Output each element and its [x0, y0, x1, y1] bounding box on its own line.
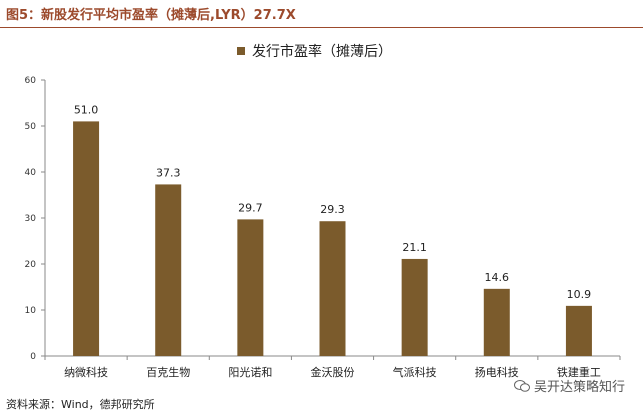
bar — [155, 184, 182, 356]
source-note: 资料来源：Wind，德邦研究所 — [6, 398, 155, 411]
bar — [237, 219, 264, 356]
y-tick-label: 50 — [25, 122, 37, 132]
y-tick-label: 60 — [25, 76, 37, 86]
y-tick-label: 0 — [30, 352, 36, 362]
bars: 51.0 37.3 29.7 29.3 21.1 14.6 10.9 — [73, 103, 592, 357]
y-tick-label: 40 — [25, 168, 37, 178]
legend: 发行市盈率（摊薄后） — [237, 43, 392, 60]
y-axis: 0 10 20 30 40 50 60 — [25, 76, 46, 362]
bar-value-label: 21.1 — [402, 241, 427, 254]
y-tick-label: 10 — [25, 306, 37, 316]
bar-value-label: 10.9 — [567, 288, 592, 301]
bar — [565, 305, 592, 356]
y-tick-label: 30 — [25, 214, 37, 224]
y-tick-label: 20 — [25, 260, 37, 270]
x-tick-label: 纳微科技 — [64, 365, 108, 379]
x-tick-label: 铁建重工 — [557, 365, 601, 379]
bar-chart: 发行市盈率（摊薄后） 0 10 20 30 40 50 60 纳微科技 百克生物 阳光诺和 金沃股… — [25, 43, 621, 379]
watermark: 吴开达策略知行 — [513, 376, 625, 395]
legend-label: 发行市盈率（摊薄后） — [252, 43, 392, 60]
bar — [73, 121, 100, 357]
x-tick-label: 阳光诺和 — [228, 365, 272, 379]
watermark-text: 吴开达策略知行 — [533, 380, 625, 395]
x-tick-label: 气派科技 — [393, 365, 437, 379]
wechat-icon — [513, 379, 530, 392]
bar-value-label: 37.3 — [156, 166, 181, 179]
legend-swatch — [237, 47, 245, 55]
x-tick-label: 百克生物 — [146, 365, 190, 379]
figure-title: 图5：新股发行平均市盈率（摊薄后,LYR）27.7X — [6, 8, 296, 23]
x-tick-label: 扬电科技 — [475, 365, 519, 379]
title-divider — [0, 27, 643, 28]
bar — [401, 258, 428, 356]
bar-value-label: 29.3 — [320, 203, 345, 216]
bar-value-label: 14.6 — [485, 271, 510, 284]
bar — [319, 221, 346, 356]
x-tick-label: 金沃股份 — [311, 365, 355, 379]
bar — [483, 288, 510, 356]
bar-value-label: 29.7 — [238, 201, 263, 214]
bar-value-label: 51.0 — [74, 103, 99, 116]
